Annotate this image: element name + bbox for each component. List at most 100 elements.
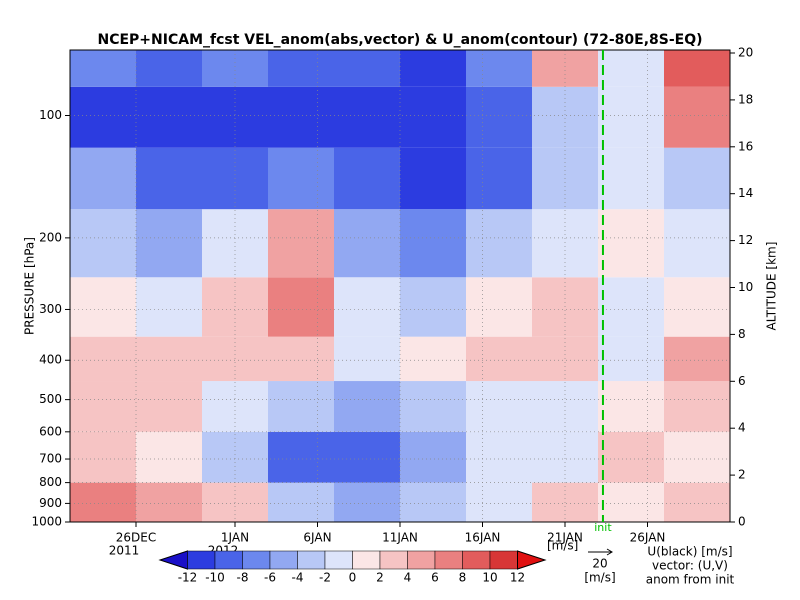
field-cell — [664, 381, 730, 432]
field-cell — [400, 50, 466, 87]
field-cell — [268, 86, 334, 148]
y2-tick-label: 10 — [738, 280, 753, 294]
field-cell — [532, 209, 598, 278]
colorbar-box — [269, 550, 298, 570]
field-cell — [334, 147, 400, 210]
field-cell — [400, 381, 466, 432]
field-cell — [664, 209, 730, 278]
field-cell — [400, 86, 466, 148]
colorbar-box — [187, 550, 216, 570]
field-cell — [334, 482, 400, 522]
field-cell — [334, 50, 400, 87]
field-cell — [334, 209, 400, 278]
y2-axis-label: ALTITUDE [km] — [765, 242, 779, 331]
field-cell — [664, 147, 730, 210]
y2-tick-label: 20 — [738, 46, 753, 60]
y-tick-label: 1000 — [31, 515, 62, 529]
field-cell — [466, 482, 532, 522]
colorbar-box — [379, 550, 408, 570]
colorbar-box — [462, 550, 491, 570]
colorbar-label: 6 — [431, 571, 439, 585]
colorbar-label: 12 — [510, 571, 525, 585]
field-cell — [466, 50, 532, 87]
colorbar-label: 4 — [404, 571, 412, 585]
field-cell — [598, 50, 664, 87]
colorbar-label: 2 — [376, 571, 384, 585]
field-cell — [598, 336, 664, 382]
field-cell — [136, 50, 202, 87]
colorbar-label: 8 — [459, 571, 467, 585]
legend-line: U(black) [m/s] — [647, 545, 732, 559]
field-cell — [532, 86, 598, 148]
field-cell — [598, 381, 664, 432]
colorbar-box — [434, 550, 463, 570]
field-cell — [664, 86, 730, 148]
y2-tick-label: 18 — [738, 92, 753, 106]
colorbar-box — [324, 550, 353, 570]
y-tick-label: 200 — [39, 230, 62, 244]
field-cell — [532, 50, 598, 87]
colorbar-label: 10 — [482, 571, 497, 585]
vector-key-unit: [m/s] — [584, 571, 615, 585]
vector-key-value: 20 — [592, 557, 607, 571]
field-cell — [598, 209, 664, 278]
field-cell — [70, 277, 136, 337]
field-cell — [268, 381, 334, 432]
y-tick-label: 900 — [39, 496, 62, 510]
field-cell — [70, 381, 136, 432]
x-tick-label: 26JAN — [630, 531, 666, 545]
field-cell — [136, 86, 202, 148]
field-cell — [400, 482, 466, 522]
field-cell — [400, 147, 466, 210]
field-cell — [70, 86, 136, 148]
field-cell — [400, 209, 466, 278]
colorbar-box — [352, 550, 381, 570]
colorbar-label: -4 — [292, 571, 304, 585]
field-cell — [334, 381, 400, 432]
x-tick-label: 16JAN — [465, 531, 501, 545]
field-cell — [334, 277, 400, 337]
field-cell — [466, 336, 532, 382]
field-cell — [664, 336, 730, 382]
y-tick-label: 100 — [39, 108, 62, 122]
field-cell — [598, 277, 664, 337]
field-cell — [268, 50, 334, 87]
field-cell — [136, 431, 202, 483]
colorbar-label: -2 — [319, 571, 331, 585]
field-cell — [664, 277, 730, 337]
plot-frame — [69, 49, 731, 523]
y2-tick-label: 6 — [738, 374, 746, 388]
colorbar-box — [407, 550, 436, 570]
field-cell — [136, 147, 202, 210]
y-tick-label: 500 — [39, 392, 62, 406]
vector-key-head — [606, 548, 613, 556]
field-cell — [598, 482, 664, 522]
field-cell — [334, 431, 400, 483]
y-axis-label: PRESSURE [hPa] — [23, 237, 37, 335]
field-cell — [136, 482, 202, 522]
colorbar-label: -12 — [178, 571, 198, 585]
field-cell — [268, 147, 334, 210]
x-tick-sublabel: 2011 — [109, 544, 140, 558]
field-cell — [70, 50, 136, 87]
y2-tick-label: 16 — [738, 139, 753, 153]
y2-tick-label: 2 — [738, 468, 746, 482]
field-cell — [400, 277, 466, 337]
legend-line: vector: (U,V) — [652, 559, 728, 573]
colorbar-label: 0 — [349, 571, 357, 585]
y2-tick-label: 12 — [738, 233, 753, 247]
field-cell — [268, 277, 334, 337]
field — [70, 50, 730, 522]
colorbar-label: -10 — [205, 571, 225, 585]
field-cell — [136, 277, 202, 337]
colorbar-end — [517, 550, 547, 570]
field-cell — [268, 482, 334, 522]
field-cell — [202, 209, 268, 278]
field-cell — [400, 431, 466, 483]
y2-tick-label: 14 — [738, 186, 753, 200]
colorbar-unit: [m/s] — [547, 539, 578, 553]
field-cell — [664, 50, 730, 87]
field-cell — [70, 336, 136, 382]
y2-tick-label: 4 — [738, 421, 746, 435]
field-cell — [466, 209, 532, 278]
